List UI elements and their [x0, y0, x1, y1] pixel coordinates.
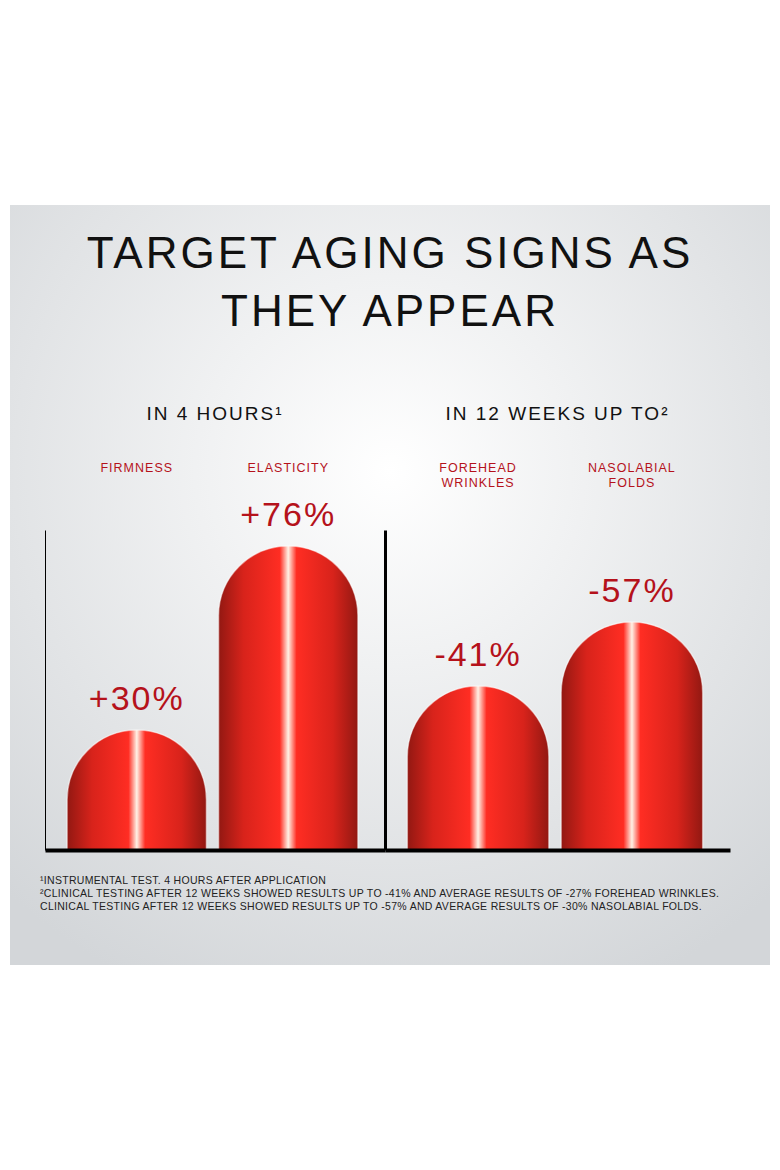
y-axis-line [384, 531, 387, 851]
data-label: +30% [89, 679, 185, 717]
text-line: WRINKLES [441, 476, 514, 490]
text-line: ²CLINICAL TESTING AFTER 12 WEEKS SHOWED … [40, 887, 719, 899]
bars [67, 546, 358, 850]
footnote: ¹INSTRUMENTAL TEST. 4 HOURS AFTER APPLIC… [40, 874, 326, 886]
data-label: -41% [434, 635, 521, 673]
bar [407, 686, 549, 850]
y-axis [45, 531, 46, 851]
text-line: CLINICAL TESTING AFTER 12 WEEKS SHOWED R… [40, 900, 702, 912]
data-label: -57% [588, 571, 675, 609]
text-line: TARGET AGING SIGNS AS [87, 228, 694, 277]
bars [407, 622, 702, 850]
baseline [46, 849, 386, 853]
bar [561, 622, 703, 850]
panel-title: IN 12 WEEKS UP TO² [446, 403, 670, 424]
text-line: ELASTICITY [247, 461, 329, 475]
bar [219, 546, 358, 850]
category-label: ELASTICITY [247, 461, 329, 475]
y-axis-line [45, 531, 46, 851]
title: TARGET AGING SIGNS AS THEY APPEAR [87, 228, 694, 335]
background-panel [10, 205, 770, 965]
category-label: NASOLABIALFOLDS [588, 461, 676, 490]
text-line: FOLDS [609, 476, 656, 490]
y-axis [385, 531, 386, 851]
text-line: THEY APPEAR [221, 286, 559, 335]
chart-canvas: TARGET AGING SIGNS AS THEY APPEAR IN 4 HOU… [0, 0, 780, 1170]
baseline [386, 849, 731, 853]
footnote: ²CLINICAL TESTING AFTER 12 WEEKS SHOWED … [40, 887, 719, 912]
text-line: FOREHEAD [439, 461, 516, 475]
category-label: FOREHEADWRINKLES [439, 461, 516, 490]
x-axis [386, 850, 731, 851]
text-line: FIRMNESS [100, 461, 173, 475]
x-axis [46, 850, 386, 851]
panel-title: IN 4 HOURS¹ [146, 403, 283, 424]
text-line: NASOLABIAL [588, 461, 676, 475]
text-line: ¹INSTRUMENTAL TEST. 4 HOURS AFTER APPLIC… [40, 874, 326, 886]
category-label: FIRMNESS [100, 461, 173, 475]
bar [67, 730, 206, 850]
data-label: +76% [240, 495, 336, 533]
